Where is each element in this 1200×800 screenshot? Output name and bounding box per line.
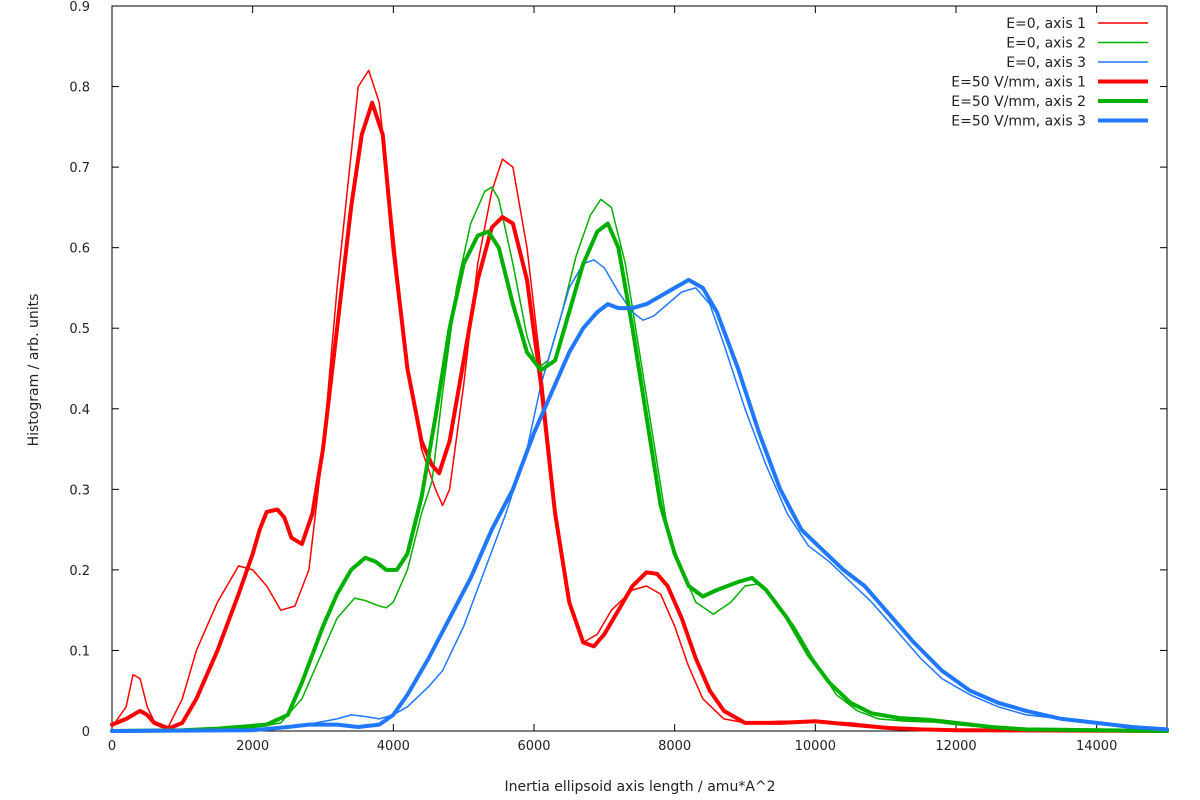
x-tick-label: 6000 (517, 739, 550, 754)
y-tick-label: 0.3 (69, 483, 90, 498)
axis-ticks: 0 2000 4000 6000 8000 10000 12000 14000 0 0.1 0.2 0… (69, 0, 1167, 754)
x-axis-title: Inertia ellipsoid axis length / amu*A^2 (504, 779, 775, 795)
y-tick-label: 0.7 (69, 161, 90, 176)
x-tick-label: 0 (108, 739, 116, 754)
series-line-1 (111, 69, 1168, 732)
series-lines (110, 69, 1169, 733)
series-line-4 (110, 100, 1169, 733)
legend-label: E=50 V/mm, axis 2 (951, 94, 1086, 110)
x-tick-label: 4000 (377, 739, 410, 754)
y-tick-label: 0 (82, 725, 90, 740)
series-line-2 (111, 186, 1168, 732)
legend-label: E=0, axis 2 (1006, 36, 1086, 52)
series-line-6 (110, 277, 1169, 733)
legend-label: E=50 V/mm, axis 1 (951, 75, 1086, 91)
y-tick-label: 0.8 (69, 81, 90, 96)
y-tick-label: 0.1 (69, 644, 90, 659)
x-tick-label: 10000 (795, 739, 836, 754)
x-tick-label: 2000 (236, 739, 269, 754)
series-line-5 (110, 221, 1169, 733)
legend-label: E=0, axis 3 (1006, 55, 1086, 71)
legend-label: E=50 V/mm, axis 3 (951, 114, 1086, 130)
series-line-3 (111, 259, 1168, 732)
legend: E=0, axis 1 E=0, axis 2 E=0, axis 3 E=50 V/… (951, 16, 1148, 130)
y-tick-label: 0.2 (69, 564, 90, 579)
y-tick-label: 0.4 (69, 403, 90, 418)
y-tick-label: 0.6 (69, 242, 90, 257)
x-tick-label: 12000 (935, 739, 976, 754)
plot-frame (111, 5, 1168, 732)
y-tick-label: 0.5 (69, 322, 90, 337)
x-tick-label: 8000 (658, 739, 691, 754)
x-tick-label: 14000 (1076, 739, 1117, 754)
y-axis-title: Histogram / arb. units (26, 294, 42, 447)
legend-label: E=0, axis 1 (1006, 16, 1086, 32)
y-tick-label: 0.9 (69, 0, 90, 15)
